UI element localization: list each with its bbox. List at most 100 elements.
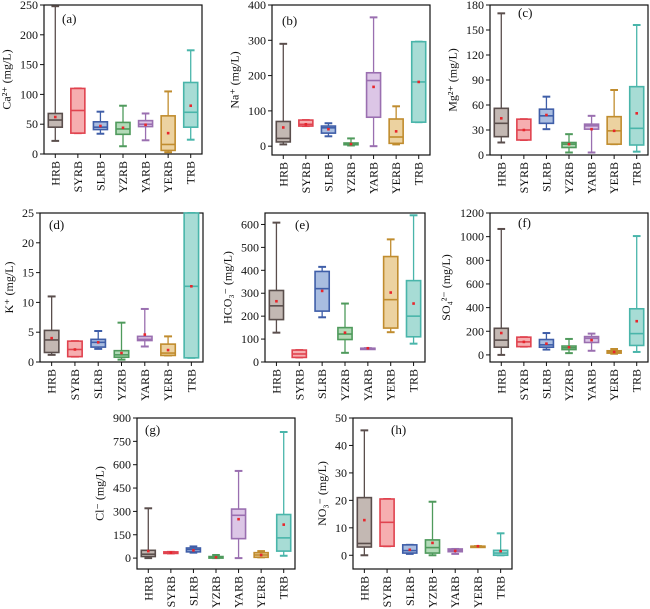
x-tick-label: YARB (585, 369, 599, 401)
mean-marker (431, 541, 434, 545)
iqr-box (628, 85, 645, 146)
panel-tag: (e) (295, 217, 309, 232)
mean-marker (349, 142, 353, 146)
x-tick-label: SLRB (91, 369, 105, 399)
y-tick-label: 10 (22, 295, 34, 309)
iqr-box (493, 107, 510, 138)
y-tick-label: 0 (125, 551, 131, 565)
mean-marker (282, 523, 286, 526)
mean-marker (476, 544, 480, 548)
mean-marker (327, 127, 330, 131)
mean-marker (169, 551, 173, 554)
box-yzrb (424, 500, 441, 557)
box-hrb (275, 42, 292, 146)
y-tick-label: 200 (248, 69, 266, 83)
y-tick-label: 200 (466, 324, 484, 338)
x-tick-label: SLRB (315, 369, 329, 399)
y-tick-label: 90 (472, 73, 484, 87)
box-yarb (136, 307, 153, 348)
iqr-box (275, 120, 292, 143)
iqr-box (405, 279, 422, 338)
x-tick-label: TRB (277, 576, 291, 599)
box-yerb (606, 89, 622, 146)
mean-marker (453, 549, 457, 553)
mean-marker (635, 112, 639, 115)
y-tick-label: 0 (478, 148, 484, 162)
box-trb (183, 212, 200, 359)
box-yarb (583, 332, 600, 352)
y-tick-label: 20 (335, 493, 347, 507)
box-yzrb (115, 104, 131, 148)
y-tick-label: 120 (466, 48, 484, 62)
box-yerb (470, 544, 486, 549)
box-yzrb (343, 137, 359, 147)
x-tick-label: YARB (367, 162, 381, 194)
mean-marker (612, 129, 616, 133)
x-tick-label: YERB (254, 576, 268, 608)
y-tick-label: 0 (28, 355, 34, 369)
x-tick-label: YZRB (562, 369, 576, 401)
x-tick-label: YZRB (209, 576, 223, 608)
x-tick-label: YERB (384, 369, 398, 401)
mean-marker (612, 350, 616, 354)
x-tick-label: SYRB (71, 161, 85, 192)
x-tick-label: YARB (448, 576, 462, 608)
y-tick-label: 150 (466, 23, 484, 37)
x-tick-label: SLRB (93, 161, 107, 191)
box-yarb (447, 547, 464, 555)
x-tick-label: YERB (607, 369, 621, 401)
y-tick-label: 400 (466, 301, 484, 315)
x-tick-label: SYRB (299, 162, 313, 193)
y-tick-label: 1200 (460, 206, 484, 220)
x-tick-label: SLRB (403, 576, 417, 606)
x-tick-label: YARB (139, 161, 153, 193)
box-slrb (538, 95, 555, 131)
box-yerb (606, 347, 622, 355)
mean-marker (567, 345, 571, 349)
box-syrb (291, 349, 308, 359)
x-tick-label: TRB (494, 576, 508, 599)
box-yarb (365, 16, 382, 148)
x-tick-label: HRB (494, 162, 508, 187)
box-syrb (163, 550, 179, 555)
x-tick-label: HRB (357, 576, 371, 601)
box-hrb (47, 5, 64, 142)
x-tick-label: TRB (630, 369, 644, 392)
mean-marker (99, 124, 102, 128)
box-hrb (493, 12, 510, 144)
y-axis-label: Na⁺ (mg/L) (228, 51, 242, 108)
y-tick-label: 40 (335, 438, 347, 452)
y-tick-label: 300 (113, 504, 131, 518)
box-syrb (66, 340, 83, 358)
mean-marker (522, 340, 526, 344)
x-tick-label: YARB (232, 576, 246, 608)
box-trb (405, 214, 422, 345)
mean-marker (545, 113, 548, 117)
x-tick-label: SLRB (186, 576, 200, 606)
y-tick-label: 0 (260, 139, 266, 153)
mean-marker (590, 127, 593, 131)
box-trb (628, 235, 645, 353)
box-slrb (185, 545, 202, 554)
y-tick-label: 25 (22, 206, 34, 220)
x-tick-label: YARB (585, 162, 599, 194)
x-tick-label: YERB (607, 162, 621, 194)
x-tick-label: HRB (45, 369, 59, 394)
box-hrb (493, 227, 510, 356)
y-tick-label: 200 (241, 309, 259, 323)
mean-marker (189, 104, 193, 108)
y-tick-label: 0 (32, 147, 38, 161)
iqr-box (424, 539, 441, 554)
y-tick-label: 500 (241, 240, 259, 254)
mean-marker (121, 126, 125, 130)
x-tick-label: SYRB (164, 576, 178, 607)
x-tick-label: TRB (407, 369, 421, 392)
mean-marker (237, 517, 240, 521)
panel-h: 0 10 20 30 40 50 NO₃⁻ (mg/L) (h) HRB SYRB SLRB YZRB… (315, 411, 513, 608)
box-syrb (70, 87, 86, 135)
box-yarb (137, 112, 154, 142)
x-tick-label: YERB (161, 161, 175, 193)
mean-marker (363, 518, 366, 522)
x-tick-label: SLRB (539, 369, 553, 399)
mean-marker (499, 331, 503, 335)
